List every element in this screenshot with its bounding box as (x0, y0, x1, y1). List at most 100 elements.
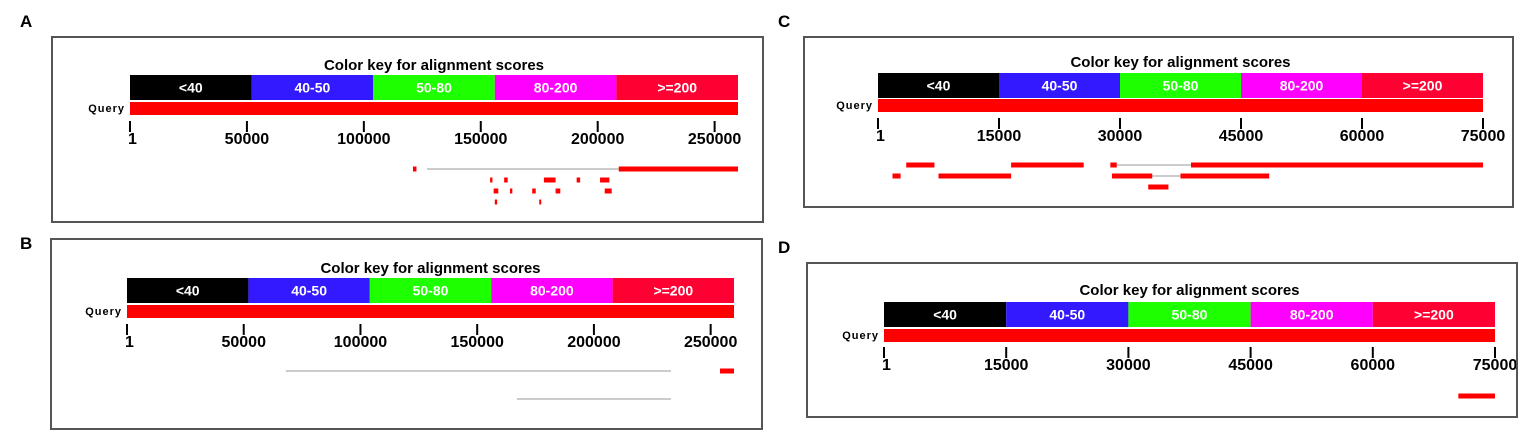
axis-tick-label: 45000 (1228, 357, 1273, 374)
axis-tick-label: 30000 (1106, 357, 1151, 374)
hit-segment (493, 188, 499, 194)
axis-tick-label: 100000 (337, 131, 390, 148)
hit-segment (1458, 393, 1495, 399)
color-key-segment (999, 73, 1120, 98)
panel-letter-b: B (20, 234, 33, 253)
color-key-segment (1241, 73, 1362, 98)
axis-tick-label: 1 (125, 334, 134, 351)
hit-segment (532, 188, 536, 194)
panel-letter-c: C (778, 12, 791, 31)
axis-tick-label: 1 (876, 128, 885, 145)
hit-segment (906, 162, 935, 168)
axis-tick-label: 15000 (984, 357, 1029, 374)
query-label: Query (85, 306, 122, 318)
axis-tick-label: 60000 (1340, 128, 1385, 145)
color-key-label: <40 (927, 78, 951, 94)
axis-tick-label: 200000 (567, 334, 620, 351)
axis-tick-label: 1 (128, 131, 137, 148)
color-key-segment (1362, 73, 1483, 98)
color-key-label: >=200 (657, 80, 697, 96)
color-key-segment (1120, 73, 1241, 98)
color-key-segment (248, 278, 370, 303)
hit-segment (1148, 184, 1169, 190)
axis-tick-label: 100000 (334, 334, 387, 351)
color-key-title: Color key for alignment scores (1079, 282, 1299, 299)
color-key-segment (1006, 302, 1129, 327)
axis-tick-label: 30000 (1098, 128, 1143, 145)
color-key-title: Color key for alignment scores (324, 57, 544, 74)
hit-segment (618, 166, 738, 172)
hit-segment (1110, 162, 1117, 168)
hit-segment (555, 188, 561, 194)
color-key-segment (1250, 302, 1373, 327)
axis-tick-label: 150000 (454, 131, 507, 148)
hit-segment (719, 368, 734, 374)
hit-segment (938, 173, 1012, 179)
hit-segment (490, 177, 493, 183)
hit-segment (510, 188, 513, 194)
color-key-segment (1128, 302, 1251, 327)
query-label: Query (842, 330, 879, 342)
color-key-title: Color key for alignment scores (320, 260, 540, 277)
hit-segment (600, 177, 610, 183)
hit-segment (1011, 162, 1084, 168)
axis-tick-label: 60000 (1351, 357, 1396, 374)
hit-segment (543, 177, 556, 183)
color-key-segment (373, 75, 495, 100)
panel-c: Color key for alignment scores <40 40-50 50… (803, 36, 1514, 208)
color-key-segment (1372, 302, 1495, 327)
color-key-label: >=200 (1414, 307, 1454, 323)
hit-segment (892, 173, 901, 179)
color-key-segment (884, 302, 1007, 327)
axis-tick-label: 200000 (571, 131, 624, 148)
color-key-label: >=200 (1403, 78, 1443, 94)
hit-segment (539, 199, 542, 205)
color-key-label: <40 (179, 80, 203, 96)
axis-tick-label: 150000 (450, 334, 503, 351)
panel-d-graphic: Color key for alignment scores <40 40-50 50… (842, 282, 1516, 399)
color-key-segment (127, 278, 249, 303)
axis-tick-label: 50000 (221, 334, 266, 351)
color-key-label: 80-200 (530, 283, 574, 299)
axis-tick-label: 250000 (688, 131, 741, 148)
panel-a: Color key for alignment scores <40 40-50 50… (51, 36, 764, 223)
axis-tick-label: 75000 (1461, 128, 1506, 145)
hit-segment (604, 188, 612, 194)
color-key-segment (612, 278, 734, 303)
hit-segment (1190, 162, 1483, 168)
color-key-segment (494, 75, 617, 100)
panel-b: Color key for alignment scores <40 40-50 50… (50, 238, 763, 430)
query-bar (127, 305, 734, 318)
color-key-title: Color key for alignment scores (1070, 54, 1290, 71)
hit-segment (1180, 173, 1270, 179)
panel-letter-d: D (778, 238, 791, 257)
axis-tick-label: 45000 (1219, 128, 1264, 145)
color-key-label: 40-50 (1049, 307, 1085, 323)
axis-tick-label: 1 (882, 357, 891, 374)
axis-tick-label: 250000 (684, 334, 737, 351)
color-key-label: <40 (176, 283, 200, 299)
color-key-label: 50-80 (413, 283, 449, 299)
color-key-label: 50-80 (1163, 78, 1199, 94)
hit-segment (1111, 173, 1153, 179)
color-key-label: >=200 (653, 283, 693, 299)
query-label: Query (836, 100, 873, 112)
panel-b-graphic: Color key for alignment scores <40 40-50 50… (85, 260, 737, 400)
hit-segment (504, 177, 508, 183)
hit-segment (576, 177, 581, 183)
color-key-segment (491, 278, 613, 303)
color-key-label: 50-80 (416, 80, 452, 96)
color-key-label: <40 (933, 307, 957, 323)
query-bar (884, 329, 1495, 342)
color-key-segment (369, 278, 492, 303)
panel-letter-a: A (20, 12, 33, 31)
panel-a-graphic: Color key for alignment scores <40 40-50 50… (88, 57, 741, 205)
axis-tick-label: 75000 (1473, 357, 1516, 374)
panel-c-graphic: Color key for alignment scores <40 40-50 50… (836, 54, 1506, 190)
color-key-label: 40-50 (1042, 78, 1078, 94)
color-key-segment (130, 75, 252, 100)
panel-d: Color key for alignment scores <40 40-50 50… (806, 262, 1518, 418)
hit-segment (494, 199, 498, 205)
color-key-label: 50-80 (1172, 307, 1208, 323)
color-key-label: 40-50 (291, 283, 327, 299)
